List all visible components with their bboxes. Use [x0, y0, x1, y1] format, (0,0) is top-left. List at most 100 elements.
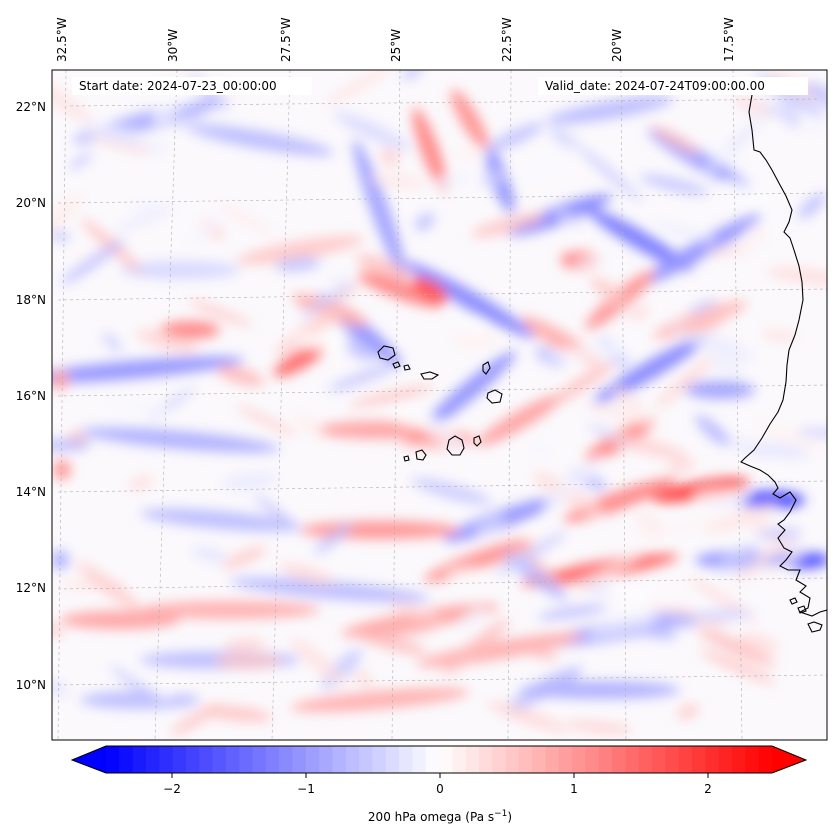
omega-cell [731, 535, 794, 586]
lat-label: 16°N [16, 389, 46, 403]
omega-cell [547, 344, 637, 360]
omega-cell [476, 393, 564, 447]
colorbar-band [185, 746, 200, 773]
parallel-line [57, 384, 827, 397]
omega-cell [152, 90, 192, 121]
omega-cell [651, 125, 700, 155]
colorbar-band [252, 746, 267, 773]
omega-cell [515, 148, 569, 185]
colorbar-band [452, 746, 467, 773]
omega-cell [357, 272, 443, 308]
colorbar-band [465, 746, 480, 773]
omega-cell [423, 350, 517, 430]
omega-cell [343, 337, 377, 361]
omega-cell [635, 510, 663, 535]
lat-label: 18°N [16, 293, 46, 307]
omega-cell [647, 612, 699, 628]
omega-cell [721, 179, 769, 205]
omega-cell [605, 289, 625, 307]
omega-cell [52, 623, 65, 637]
omega-cell [699, 649, 776, 685]
omega-cell [766, 267, 827, 285]
colorbar-band [625, 746, 640, 773]
omega-cell [685, 381, 755, 399]
omega-cell [186, 124, 334, 156]
colorbar-band [359, 746, 373, 773]
island-coastline [392, 361, 401, 369]
meridian-line [732, 70, 743, 740]
colorbar-tick-label: −1 [297, 782, 315, 796]
colorbar-band [492, 746, 507, 773]
omega-cell [412, 277, 448, 303]
island-coastline [415, 449, 427, 461]
omega-cell [495, 531, 567, 576]
colorbar-band [159, 746, 174, 773]
lat-label: 20°N [16, 196, 46, 210]
colorbar-band [212, 746, 227, 773]
omega-cell [76, 561, 145, 614]
omega-cell [761, 329, 799, 343]
colorbar-band [598, 746, 613, 773]
colorbar-band [532, 746, 547, 773]
omega-cell [202, 705, 272, 722]
colorbar-band [199, 746, 214, 773]
colorbar-band [705, 746, 720, 773]
omega-cell [299, 282, 354, 320]
lon-label: 20°W [610, 29, 624, 62]
omega-cell [645, 600, 730, 629]
colorbar-band [372, 746, 387, 773]
omega-cell [187, 299, 253, 327]
colorbar-band [225, 746, 240, 773]
omega-cell [402, 70, 424, 81]
omega-cell [704, 503, 779, 534]
omega-cell [580, 404, 650, 419]
omega-cell [696, 628, 777, 666]
omega-cell [525, 648, 559, 661]
omega-cell [654, 356, 714, 409]
colorbar-band [412, 746, 427, 773]
omega-cell [140, 508, 300, 532]
omega-cell [313, 522, 354, 554]
omega-cell [114, 204, 176, 233]
omega-cell [554, 210, 583, 227]
omega-cell [748, 442, 810, 459]
omega-cell [806, 105, 827, 136]
colorbar-band [425, 746, 440, 773]
island-coastline [482, 361, 491, 375]
colorbar-band [585, 746, 600, 773]
colorbar-band [692, 746, 706, 773]
omega-cell [549, 128, 579, 149]
omega-cell [586, 616, 660, 638]
colorbar-band [758, 746, 773, 773]
lon-label: 17.5°W [722, 17, 736, 62]
omega-cell [675, 322, 722, 336]
lon-label: 25°W [389, 29, 403, 62]
omega-cell [69, 152, 92, 171]
island-coastline [789, 597, 798, 605]
omega-cell [156, 681, 184, 700]
island-coastline [473, 435, 482, 447]
colorbar-band [545, 746, 560, 773]
map-frame [51, 69, 828, 741]
omega-cell [104, 395, 175, 416]
omega-cell [451, 332, 500, 350]
omega-cell [216, 365, 265, 386]
omega-cell [486, 122, 544, 152]
omega-cell [222, 546, 267, 569]
lon-label: 27.5°W [279, 17, 293, 62]
omega-cell [300, 521, 460, 539]
island-coastline [403, 364, 411, 371]
omega-cell [128, 476, 154, 491]
omega-cell [707, 495, 752, 508]
colorbar-tick-label: −2 [163, 782, 181, 796]
omega-cell [473, 515, 507, 536]
lat-label: 10°N [16, 678, 46, 692]
omega-cell [797, 428, 827, 437]
omega-field [52, 70, 827, 736]
graticule [57, 70, 827, 740]
omega-cell [565, 721, 633, 734]
colorbar-band [678, 746, 693, 773]
meridian-line [507, 70, 512, 740]
colorbar-extend-max [772, 746, 806, 773]
omega-cell [628, 305, 650, 321]
